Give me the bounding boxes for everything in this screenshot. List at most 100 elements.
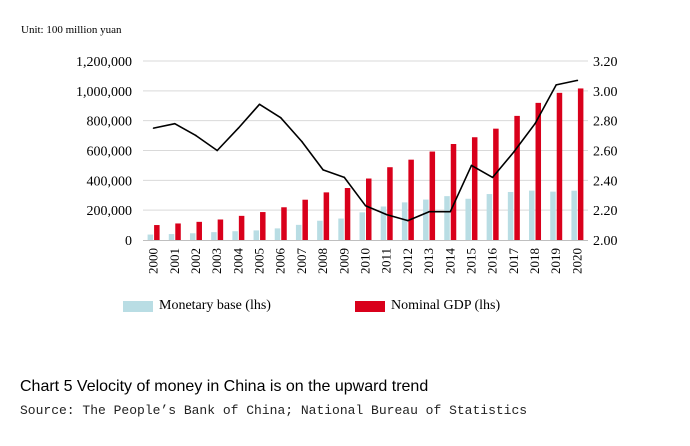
bar-nominal-gdp-2009 (344, 188, 351, 240)
velocity-point-2016 (491, 176, 494, 179)
bar-nominal-gdp-2011 (387, 167, 393, 240)
velocity-point-2017 (513, 151, 515, 153)
bar-nominal-gdp-2010 (366, 178, 372, 240)
bar-nominal-gdp-2015 (471, 137, 478, 240)
x-tick-label-2019: 2019 (548, 248, 563, 274)
x-tick-label-2001: 2001 (167, 248, 182, 274)
velocity-point-2000 (152, 127, 155, 129)
x-tick-label-2003: 2003 (209, 248, 224, 274)
bar-nominal-gdp-2000 (154, 225, 160, 240)
x-tick-label-2016: 2016 (485, 247, 500, 274)
bar-monetary-base-2005 (253, 230, 260, 240)
left-tick-label-4: 800,000 (87, 115, 133, 130)
bar-nominal-gdp-2018 (535, 102, 542, 240)
left-tick-label-6: 1,200,000 (76, 55, 132, 70)
velocity-point-2005 (258, 103, 261, 106)
x-tick-label-2000: 2000 (146, 248, 161, 274)
right-tick-label-5: 3.00 (593, 85, 618, 100)
x-tick-label-2012: 2012 (400, 248, 415, 274)
x-tick-label-2010: 2010 (358, 248, 373, 274)
bar-nominal-gdp-2012 (408, 159, 414, 240)
bar-nominal-gdp-2001 (175, 223, 181, 240)
bar-monetary-base-2012 (401, 202, 408, 240)
velocity-chart: 0 200,000 400,000 600,000 800,000 1,000,000 1,… (76, 55, 618, 274)
bar-nominal-gdp-2013 (429, 151, 436, 240)
bar-monetary-base-2011 (380, 206, 387, 240)
bar-monetary-base-2019 (550, 191, 556, 240)
bar-monetary-base-2016 (486, 194, 493, 240)
bar-monetary-base-2001 (168, 234, 175, 240)
velocity-point-2003 (216, 149, 218, 152)
bar-nominal-gdp-2002 (196, 221, 202, 240)
bar-monetary-base-2009 (338, 218, 344, 240)
bar-monetary-base-2000 (147, 234, 154, 240)
bar-monetary-base-2007 (295, 224, 302, 240)
bar-nominal-gdp-2016 (493, 128, 499, 240)
velocity-point-2012 (407, 219, 409, 222)
bar-nominal-gdp-2007 (302, 199, 308, 240)
gridlines (143, 60, 588, 211)
chart-caption: Chart 5 Velocity of money in China is on… (20, 378, 429, 395)
right-tick-label-1: 2.20 (593, 204, 618, 219)
x-tick-label-2007: 2007 (294, 248, 309, 275)
bar-nominal-gdp-2003 (217, 219, 224, 240)
right-tick-label-6: 3.20 (593, 55, 618, 70)
unit-label: Unit: 100 million yuan (21, 24, 122, 36)
left-axis-tick-labels: 0 200,000 400,000 600,000 800,000 1,000,000 1,… (76, 55, 132, 249)
legend-swatch-monetary-base (123, 300, 153, 312)
x-axis-tick-labels: 2000 2001 2002 2003 2004 2005 2006 2007 2008 2009… (146, 247, 585, 274)
velocity-point-2013 (428, 210, 430, 213)
x-tick-label-2020: 2020 (569, 248, 584, 274)
velocity-point-2018 (534, 122, 536, 125)
chart-source: Source: The People’s Bank of China; Nati… (20, 403, 528, 418)
bar-nominal-gdp-2006 (281, 207, 287, 240)
velocity-point-2019 (555, 84, 558, 86)
velocity-point-2009 (343, 176, 346, 179)
bar-monetary-base-2013 (423, 199, 429, 240)
x-tick-label-2013: 2013 (421, 248, 436, 274)
velocity-point-2007 (301, 140, 303, 143)
velocity-point-2008 (322, 169, 324, 171)
bar-series (147, 88, 584, 240)
bar-monetary-base-2006 (274, 228, 281, 240)
legend-item-nominal-gdp: Nominal GDP (lhs) (355, 298, 500, 314)
left-tick-label-2: 400,000 (87, 174, 133, 189)
x-tick-label-2009: 2009 (336, 248, 351, 274)
right-tick-label-0: 2.00 (593, 234, 618, 249)
velocity-point-2002 (195, 134, 197, 137)
legend-item-monetary-base: Monetary base (lhs) (123, 298, 271, 314)
x-tick-label-2004: 2004 (230, 248, 245, 275)
bar-monetary-base-2010 (359, 212, 365, 240)
velocity-point-2014 (449, 210, 452, 213)
velocity-point-2004 (237, 127, 240, 129)
velocity-point-2010 (364, 204, 367, 207)
velocity-point-2015 (470, 164, 473, 167)
velocity-point-2011 (385, 213, 388, 216)
bar-monetary-base-2017 (507, 191, 514, 240)
x-tick-label-2014: 2014 (442, 248, 457, 275)
velocity-point-2001 (173, 122, 176, 125)
right-tick-label-2: 2.40 (593, 174, 618, 189)
legend-label-monetary-base: Monetary base (lhs) (159, 298, 271, 313)
bar-monetary-base-2018 (529, 190, 535, 240)
bar-monetary-base-2008 (317, 220, 323, 240)
x-tick-label-2008: 2008 (315, 248, 330, 274)
bar-nominal-gdp-2014 (450, 144, 457, 240)
bar-monetary-base-2003 (211, 232, 217, 240)
velocity-point-2006 (279, 116, 282, 119)
bar-monetary-base-2004 (232, 231, 238, 240)
bar-monetary-base-2014 (444, 196, 450, 240)
left-tick-label-3: 600,000 (87, 145, 133, 160)
x-tick-label-2017: 2017 (506, 248, 521, 275)
left-tick-label-5: 1,000,000 (76, 85, 132, 100)
bar-nominal-gdp-2004 (238, 215, 245, 240)
x-tick-label-2005: 2005 (252, 248, 267, 274)
bar-nominal-gdp-2008 (323, 192, 330, 240)
left-tick-label-1: 200,000 (87, 204, 133, 219)
right-axis-tick-labels: 2.00 2.20 2.40 2.60 2.80 3.00 3.20 (593, 55, 618, 249)
x-tick-label-2015: 2015 (463, 248, 478, 274)
bar-nominal-gdp-2005 (260, 212, 266, 240)
bar-nominal-gdp-2017 (514, 115, 520, 240)
bar-nominal-gdp-2020 (577, 88, 584, 240)
bar-monetary-base-2020 (571, 190, 577, 240)
